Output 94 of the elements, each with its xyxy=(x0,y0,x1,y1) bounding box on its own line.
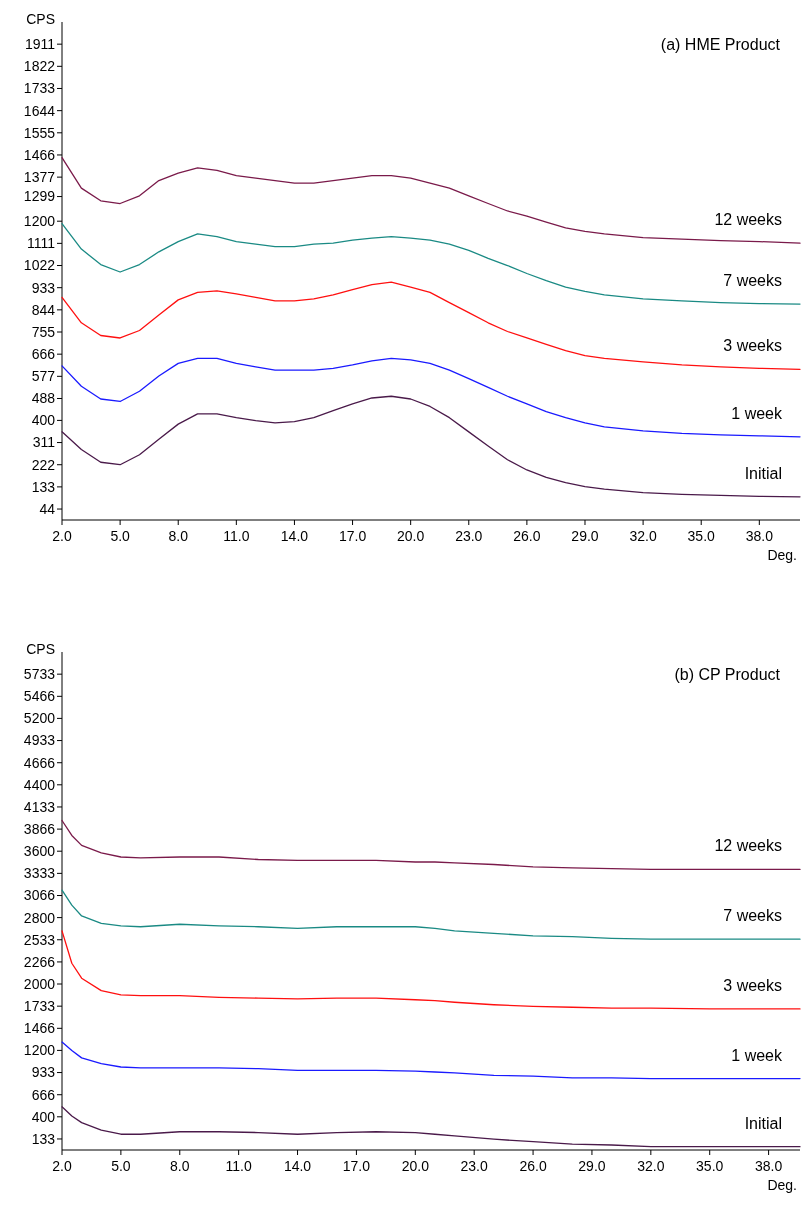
series-label: 7 weeks xyxy=(723,907,782,925)
x-tick-label: 14.0 xyxy=(280,528,309,544)
y-axis-title: CPS xyxy=(26,641,55,657)
x-tick-label: 17.0 xyxy=(338,528,367,544)
y-tick-label: 2266 xyxy=(23,953,56,970)
y-tick-label: 577 xyxy=(31,368,56,385)
y-tick-label: 1466 xyxy=(23,146,56,163)
y-tick-label: 3866 xyxy=(23,821,56,838)
line-series xyxy=(61,930,801,1010)
y-tick-label: 400 xyxy=(31,412,56,429)
x-tick-label: 11.0 xyxy=(223,528,250,544)
series-label: Initial xyxy=(744,1114,782,1132)
y-tick-label: 2533 xyxy=(23,931,56,948)
y-tick-label: 3066 xyxy=(23,887,56,904)
y-tick-label: 4133 xyxy=(23,798,56,815)
y-tick-label: 133 xyxy=(31,1130,56,1147)
text: (b) CP Product xyxy=(674,666,781,683)
line-series xyxy=(61,1041,801,1080)
y-tick-label: 4933 xyxy=(23,732,56,749)
y-tick-label: 1299 xyxy=(23,188,56,205)
line-series xyxy=(61,357,801,438)
x-tick-label: 8.0 xyxy=(168,528,189,544)
x-tick-label: 35.0 xyxy=(696,1158,724,1174)
line-series xyxy=(61,395,801,498)
x-tick-label: 23.0 xyxy=(455,528,483,544)
y-tick-label: 222 xyxy=(31,456,56,473)
x-tick-label: 17.0 xyxy=(342,1158,371,1174)
y-tick-label: 1022 xyxy=(23,257,56,274)
x-tick-label: 11.0 xyxy=(225,1158,252,1174)
y-tick-label: 1200 xyxy=(23,213,56,230)
x-tick-label: 38.0 xyxy=(754,1158,783,1174)
series-label: Initial xyxy=(744,464,782,482)
line-series xyxy=(61,157,801,244)
y-tick-label: 1733 xyxy=(23,998,56,1015)
x-tick-label: 2.0 xyxy=(52,528,72,544)
y-tick-label: 3333 xyxy=(23,865,56,882)
x-axis-title: Deg. xyxy=(767,547,797,563)
y-tick-label: 844 xyxy=(31,301,56,318)
y-tick-label: 666 xyxy=(31,346,56,363)
y-tick-label: 4666 xyxy=(23,754,56,771)
x-tick-label: 32.0 xyxy=(629,528,657,544)
x-tick-label: 14.0 xyxy=(283,1158,312,1174)
x-tick-label: 23.0 xyxy=(460,1158,489,1174)
x-tick-label: 20.0 xyxy=(401,1158,430,1174)
y-tick-label: 44 xyxy=(39,500,56,517)
y-tick-label: 4400 xyxy=(23,776,56,793)
series-label: 3 weeks xyxy=(723,976,782,994)
x-tick-label: 38.0 xyxy=(745,528,774,544)
x-tick-label: 26.0 xyxy=(513,528,541,544)
y-tick-label: 5466 xyxy=(23,688,56,705)
line-series xyxy=(61,819,801,871)
line-series xyxy=(61,223,801,305)
series-label: 1 week xyxy=(731,1046,783,1064)
series-label: 3 weeks xyxy=(723,337,782,355)
x-tick-label: 20.0 xyxy=(397,528,425,544)
y-tick-label: 1466 xyxy=(23,1020,56,1037)
y-axis-title: CPS xyxy=(26,11,55,27)
series-label: 12 weeks xyxy=(714,211,782,229)
series-label: 7 weeks xyxy=(723,272,782,290)
y-tick-label: 3600 xyxy=(23,843,56,860)
y-tick-label: 1377 xyxy=(23,169,56,186)
x-tick-label: 29.0 xyxy=(571,528,599,544)
y-tick-label: 2000 xyxy=(23,975,56,992)
x-tick-label: 8.0 xyxy=(170,1158,190,1174)
y-tick-label: 755 xyxy=(31,323,56,340)
y-tick-label: 933 xyxy=(31,279,56,296)
y-tick-label: 2800 xyxy=(23,909,56,926)
line-series xyxy=(61,889,801,940)
x-axis-title: Deg. xyxy=(767,1177,797,1193)
y-tick-label: 1555 xyxy=(23,124,56,141)
y-tick-label: 133 xyxy=(31,478,56,495)
y-tick-label: 1733 xyxy=(23,80,56,97)
x-tick-label: 35.0 xyxy=(687,528,716,544)
x-tick-label: 2.0 xyxy=(52,1158,72,1174)
y-tick-label: 311 xyxy=(32,434,56,451)
y-tick-label: 1200 xyxy=(23,1042,56,1059)
y-tick-label: 1644 xyxy=(23,102,56,119)
y-tick-label: 488 xyxy=(31,390,56,407)
x-tick-label: 26.0 xyxy=(519,1158,547,1174)
y-tick-label: 400 xyxy=(31,1108,56,1125)
y-tick-label: 1111 xyxy=(26,235,56,252)
y-tick-label: 1911 xyxy=(24,36,56,53)
x-tick-label: 29.0 xyxy=(578,1158,606,1174)
series-label: 12 weeks xyxy=(714,837,782,855)
y-tick-label: 933 xyxy=(31,1064,56,1081)
y-tick-label: 5200 xyxy=(23,710,56,727)
series-label: 1 week xyxy=(731,404,783,422)
x-tick-label: 5.0 xyxy=(111,1158,131,1174)
y-tick-label: 666 xyxy=(31,1086,56,1103)
y-tick-label: 1822 xyxy=(23,58,56,75)
x-tick-label: 5.0 xyxy=(110,528,131,544)
y-tick-label: 5733 xyxy=(23,666,56,683)
text: (a) HME Product xyxy=(660,36,781,53)
x-tick-label: 32.0 xyxy=(637,1158,665,1174)
